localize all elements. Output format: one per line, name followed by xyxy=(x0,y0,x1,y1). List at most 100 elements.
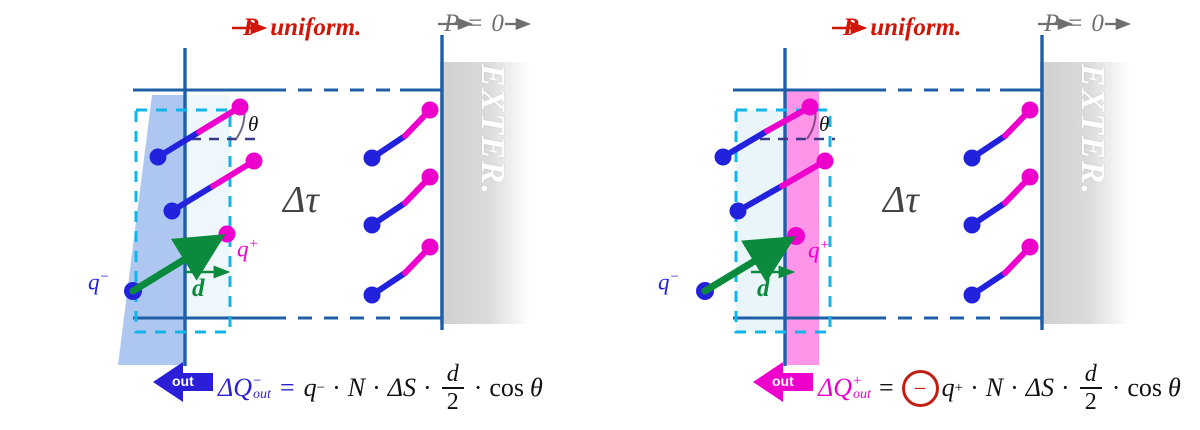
formula-lhs-superscript: + xyxy=(853,373,862,390)
charge-slab-polygon xyxy=(118,95,185,365)
uniform-text: uniform. xyxy=(870,14,962,41)
q-plus-label: q+ xyxy=(808,237,830,264)
dipole-left-2 xyxy=(163,152,263,220)
exterior-region xyxy=(440,62,530,324)
d-vector-label: d xyxy=(757,275,770,302)
p-symbol: P xyxy=(243,14,259,41)
formula-cos: cos xyxy=(489,373,525,402)
p-zero-lhs: P xyxy=(1044,10,1060,37)
p-zero-equals: = xyxy=(468,10,483,37)
circled-minus-glyph: − xyxy=(913,375,927,401)
formula-fraction-numerator: d xyxy=(446,361,459,387)
formula-theta: θ xyxy=(1168,373,1181,402)
formula-dot-4: · xyxy=(1111,373,1121,402)
panel-right-graphic xyxy=(696,18,1132,402)
formula-fraction-denominator: 2 xyxy=(1084,389,1097,415)
formula-fraction-numerator: d xyxy=(1084,361,1097,387)
displacement-vector-d xyxy=(701,236,796,295)
exterior-label: EXTER. xyxy=(474,64,511,196)
panel-left-graphic xyxy=(118,18,532,402)
formula-delta-s: ΔS xyxy=(387,373,417,402)
circled-minus-icon: − xyxy=(901,369,939,407)
dipole-right-2 xyxy=(363,168,439,234)
formula-lhs-delta-q: ΔQ xyxy=(218,373,253,402)
formula-dot-4: · xyxy=(473,373,483,402)
exterior-label: EXTER. xyxy=(1074,64,1111,196)
displacement-vector-d xyxy=(129,234,226,295)
q-minus-sign: − xyxy=(99,269,110,285)
p-zero-lhs: P xyxy=(444,10,460,37)
dipole-right-3 xyxy=(963,238,1039,304)
formula-lhs-subscript: out xyxy=(853,387,871,403)
formula-dot-3: · xyxy=(1061,373,1070,402)
formula-charge-sign: − xyxy=(316,379,326,396)
dipole-left-1 xyxy=(714,98,819,166)
q-plus-sign: + xyxy=(248,236,259,252)
out-flux-arrow xyxy=(753,362,813,402)
out-badge-label: out xyxy=(172,373,194,389)
out-badge-label: out xyxy=(772,373,794,389)
formula-fraction: d 2 xyxy=(441,361,464,415)
formula-lhs-superscript: − xyxy=(253,373,262,390)
formula-N: N xyxy=(347,373,366,402)
formula-lhs-subscript: out xyxy=(253,387,271,403)
formula-left: ΔQ − out = q − · N · ΔS · d 2 · cos θ xyxy=(218,362,543,414)
delta-tau-label: Δτ xyxy=(283,179,319,221)
charge-slab-polygon xyxy=(785,90,819,365)
out-flux-arrow xyxy=(153,362,213,402)
fraction-bar-icon xyxy=(1079,387,1102,389)
q-plus-sign: + xyxy=(819,237,830,253)
dipole-right-1 xyxy=(963,101,1039,167)
formula-charge: q xyxy=(303,373,317,402)
p-zero-equals: = xyxy=(1068,10,1083,37)
control-volume-dashed-box xyxy=(734,108,832,334)
formula-equals: = xyxy=(279,373,295,402)
q-plus-base: q xyxy=(237,236,249,262)
formula-fraction-denominator: 2 xyxy=(446,389,459,415)
uniform-text: uniform. xyxy=(270,14,362,41)
formula-charge: q xyxy=(941,373,955,402)
p-zero-label: P = 0 xyxy=(1044,10,1104,38)
q-minus-label: q− xyxy=(658,269,680,296)
formula-fraction: d 2 xyxy=(1079,361,1102,415)
formula-cos: cos xyxy=(1127,373,1163,402)
formula-dot-2: · xyxy=(1010,373,1019,402)
dipole-right-2 xyxy=(963,168,1039,234)
formula-right: ΔQ + out = − q + · N · ΔS · d 2 · cos θ xyxy=(818,362,1181,414)
formula-dot-2: · xyxy=(372,373,381,402)
q-minus-base: q xyxy=(88,269,100,295)
p-zero-label: P = 0 xyxy=(444,10,504,38)
p-zero-rhs: 0 xyxy=(1091,10,1104,37)
d-vector-label: d xyxy=(192,275,205,302)
formula-dot-3: · xyxy=(423,373,432,402)
q-minus-label: q− xyxy=(88,269,110,296)
control-volume-dashed-box xyxy=(134,108,232,334)
theta-label: θ xyxy=(248,112,259,136)
formula-equals: = xyxy=(878,373,894,402)
formula-delta-s: ΔS xyxy=(1025,373,1055,402)
formula-dot-1: · xyxy=(970,373,979,402)
formula-N: N xyxy=(985,373,1004,402)
dipole-left-1 xyxy=(149,98,249,166)
exterior-region xyxy=(1040,62,1130,324)
formula-charge-sign: + xyxy=(954,379,964,396)
q-minus-base: q xyxy=(658,269,670,295)
q-plus-label: q+ xyxy=(237,236,259,263)
q-plus-base: q xyxy=(808,237,820,263)
dipole-left-2 xyxy=(729,152,834,220)
dipole-right-3 xyxy=(363,238,439,304)
p-symbol: P xyxy=(843,14,859,41)
delta-tau-label: Δτ xyxy=(883,179,919,221)
p-zero-rhs: 0 xyxy=(491,10,504,37)
fraction-bar-icon xyxy=(441,387,464,389)
q-minus-sign: − xyxy=(669,269,680,285)
theta-label: θ xyxy=(819,112,830,136)
formula-lhs-delta-q: ΔQ xyxy=(818,373,853,402)
formula-theta: θ xyxy=(530,373,543,402)
dipole-right-1 xyxy=(363,101,439,167)
